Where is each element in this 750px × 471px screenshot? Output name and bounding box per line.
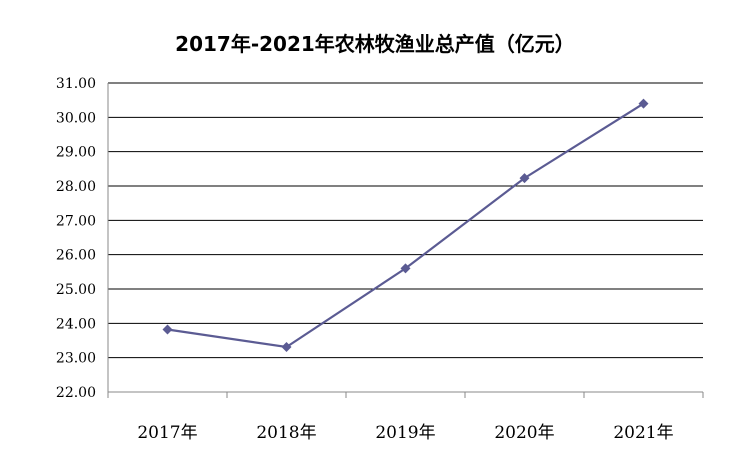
y-tick-label: 27.00 (56, 213, 96, 229)
y-tick-label: 30.00 (56, 110, 96, 126)
data-point (400, 263, 411, 274)
series-line (167, 102, 645, 349)
x-tick-label: 2019年 (375, 423, 435, 443)
y-tick-label: 25.00 (56, 282, 96, 298)
y-tick-label: 23.00 (56, 351, 96, 367)
y-tick-label: 26.00 (56, 248, 96, 264)
y-tick-label: 22.00 (56, 385, 96, 401)
data-point (162, 324, 173, 335)
y-tick-label: 24.00 (56, 316, 96, 332)
x-tick-label: 2020年 (494, 423, 554, 443)
y-tick-label: 28.00 (56, 179, 96, 195)
chart-title: 2017年-2021年农林牧渔业总产值（亿元） (175, 32, 575, 56)
data-point (638, 98, 649, 109)
x-tick-label: 2021年 (613, 423, 673, 443)
y-tick-label: 31.00 (56, 76, 96, 92)
x-tick-label: 2017年 (137, 423, 197, 443)
data-point (281, 342, 292, 353)
data-point (519, 173, 530, 184)
y-tick-label: 29.00 (56, 145, 96, 161)
x-tick-label: 2018年 (256, 423, 316, 443)
